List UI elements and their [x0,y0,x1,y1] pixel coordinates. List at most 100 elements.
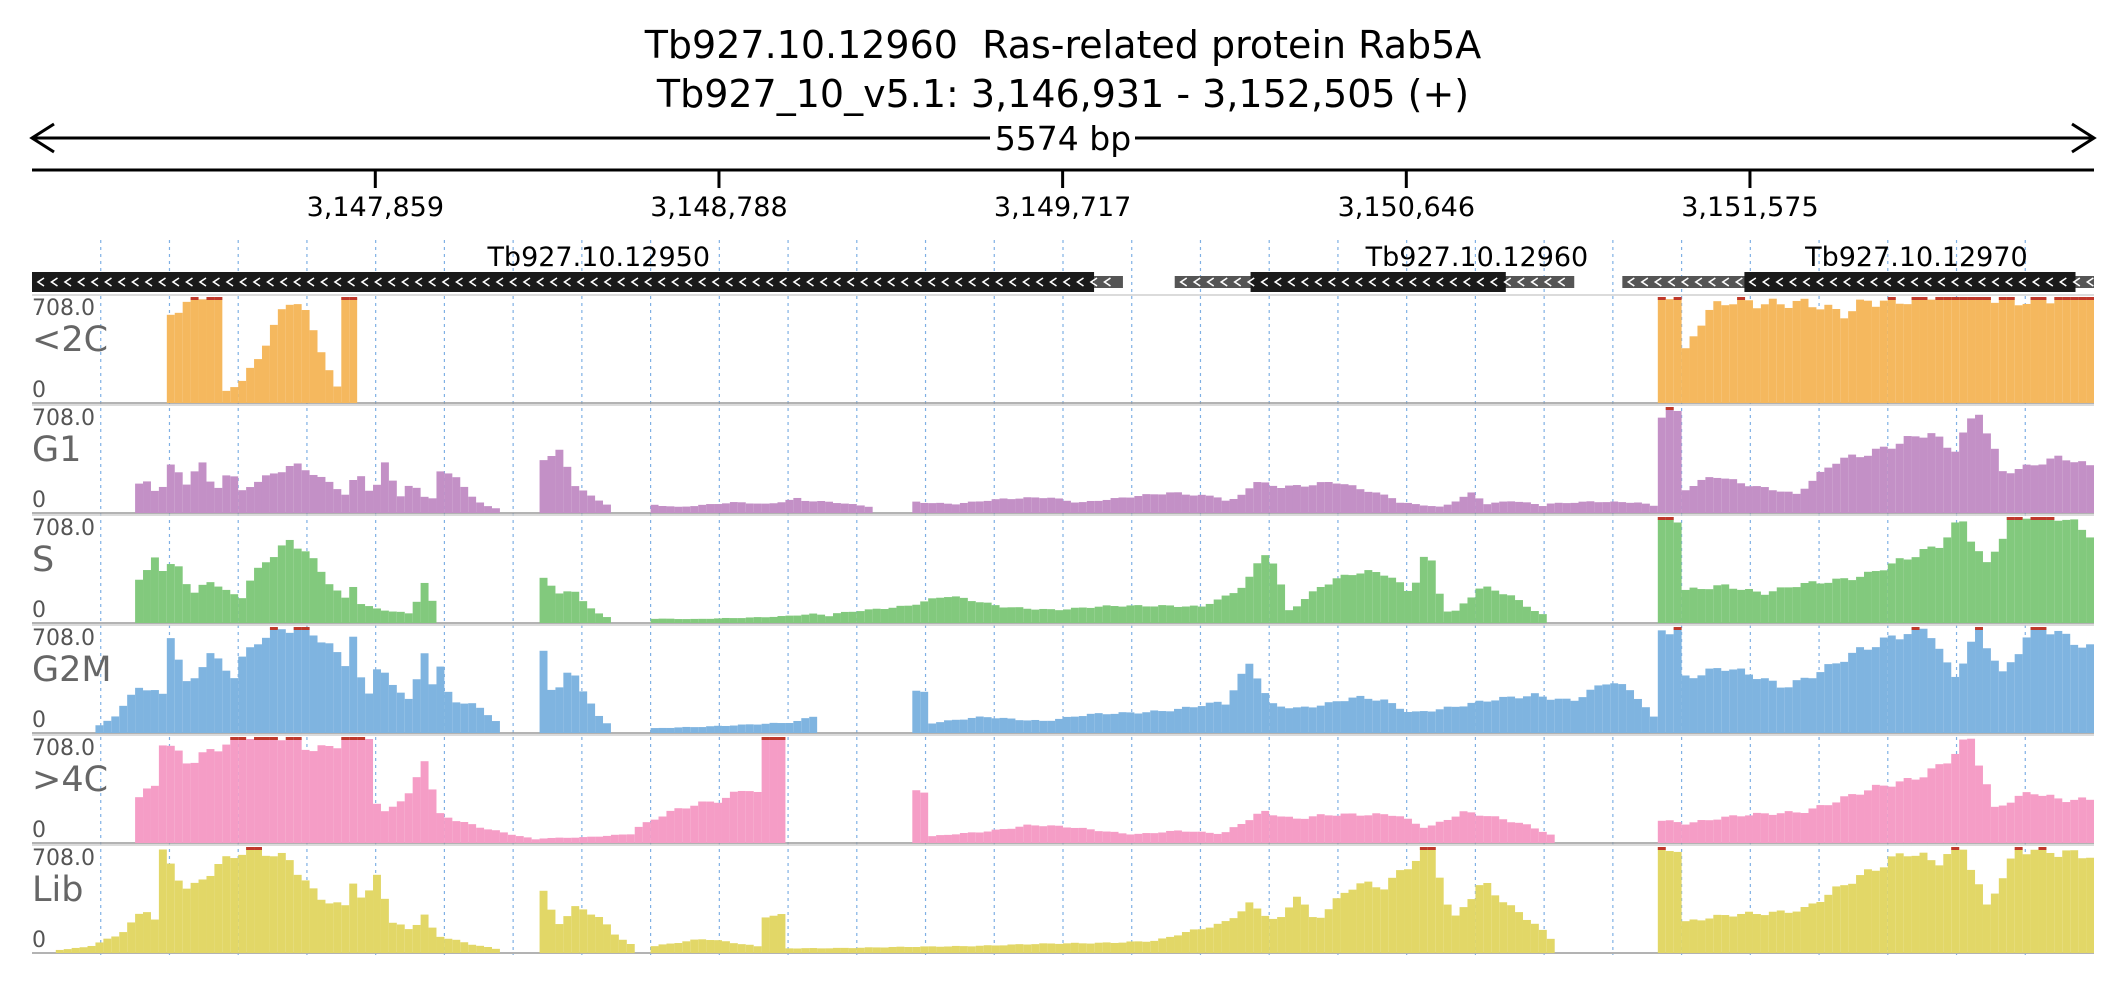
coverage-bar [1951,847,1960,953]
coverage-bar [1800,813,1809,843]
coverage-bar [1745,911,1753,953]
coverage-bar [1618,684,1627,733]
coverage-bar [777,616,786,623]
coverage-bar [714,802,722,843]
coverage-bar [1990,806,1999,843]
coverage-bar [801,500,810,513]
coverage-bar [396,692,405,733]
coverage-bar [1705,477,1714,513]
coverage-bar [721,617,730,623]
coverage-bar [190,678,199,733]
coverage-bar [1760,487,1769,513]
coverage-bar [721,797,730,843]
coverage-bar [1102,942,1111,953]
coverage-bar [1427,506,1436,513]
coverage-bar [1895,558,1904,623]
strand-chevron-icon [1748,277,1757,287]
coverage-bar [484,946,492,953]
coverage-bar [1737,297,1746,403]
coverage-bar [1213,497,1222,513]
coverage-bar [1491,816,1500,843]
coverage-bar [373,608,381,623]
coverage-bar [1388,577,1397,623]
coverage-bar [682,726,691,733]
strand-chevron-icon [860,277,868,287]
coverage-bar [1094,831,1103,843]
coverage-bar [856,947,865,953]
coverage-bar [261,855,270,953]
coverage-bar [603,723,611,733]
coverage-bar [1840,885,1849,953]
coverage-bar [1752,914,1761,953]
saturation-mark [230,737,239,740]
strand-chevron-icon [495,277,504,287]
coverage-bar [539,577,548,623]
coverage-bar [1039,943,1048,953]
coverage-bar [1126,941,1135,953]
coverage-bar [1673,851,1682,953]
coverage-bar [896,946,905,953]
coverage-bar [1618,502,1627,513]
coverage-bar [1102,605,1111,623]
coverage-bar [698,801,707,843]
coverage-bar [1879,867,1888,953]
coverage-bar [269,473,278,513]
saturation-mark [1959,297,1968,300]
coverage-bar [1475,815,1484,843]
saturation-mark [1951,847,1960,850]
coverage-bar [1752,308,1761,403]
coverage-bar [143,912,151,953]
saturation-mark [1673,627,1682,630]
coverage-bar [174,880,183,953]
saturation-mark [1657,297,1666,300]
coverage-bar [1459,496,1468,513]
coverage-bar [476,707,485,733]
coverage-bar [1538,831,1547,843]
coverage-bar [1300,706,1309,733]
coverage-bar [1943,537,1952,623]
coverage-bar [1768,591,1777,623]
coverage-bar [2006,297,2015,403]
coverage-bar [1467,597,1476,623]
strand-chevron-icon [1910,277,1919,287]
gene-Tb927.10.12960: Tb927.10.12960 [1174,242,1589,292]
strand-chevron-icon [1680,277,1689,287]
coverage-bar [2014,469,2023,513]
coverage-bar [1221,500,1230,513]
coverage-bar [1903,634,1912,733]
coverage-bar [523,837,532,843]
gene-label: Tb927.10.12970 [1804,242,2028,273]
coverage-bar [729,791,738,843]
coverage-bar [1546,938,1555,953]
coverage-bar [341,297,350,403]
coverage-bar [698,727,707,733]
coverage-bar [1316,586,1325,623]
coverage-bar [809,501,818,513]
coverage-bar [1118,833,1127,843]
coverage-bar [912,790,921,843]
coverage-bar [872,608,881,623]
coverage-bar [341,905,350,953]
coverage-bar [349,480,358,513]
coverage-bar [1903,778,1912,843]
coverage-bar [769,738,778,843]
coverage-bar [1078,827,1087,843]
coverage-bar [143,481,151,513]
coverage-bar [1998,297,2007,403]
coverage-bar [1023,824,1032,843]
coverage-bar [721,503,730,513]
coverage-bar [269,737,278,843]
strand-chevron-icon [131,277,139,287]
coverage-bar [1364,570,1373,623]
coverage-bar [1023,944,1032,953]
saturation-mark [769,737,778,740]
strand-chevron-icon [77,277,85,287]
saturation-mark [1911,297,1920,300]
gene-label: Tb927.10.12960 [1365,242,1589,273]
coverage-bar [333,489,342,513]
coverage-bar [143,570,151,623]
coverage-bar [2070,462,2079,513]
strand-chevron-icon [2004,277,2013,287]
strand-chevron-icon [1883,277,1892,287]
coverage-bar [1840,796,1849,843]
